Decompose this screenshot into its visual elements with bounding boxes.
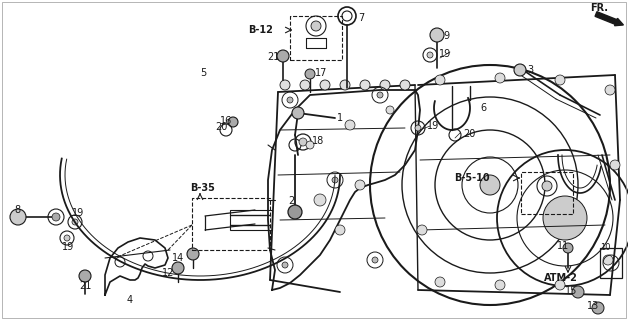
Text: 19: 19 [62, 242, 74, 252]
Text: 5: 5 [200, 68, 206, 78]
Circle shape [603, 255, 613, 265]
Circle shape [377, 92, 383, 98]
Circle shape [514, 64, 526, 76]
Circle shape [417, 225, 427, 235]
Text: 1: 1 [337, 113, 343, 123]
Circle shape [480, 175, 500, 195]
Text: 8: 8 [14, 205, 20, 215]
Circle shape [543, 196, 587, 240]
Text: 4: 4 [127, 295, 133, 305]
Circle shape [287, 97, 293, 103]
Circle shape [332, 177, 338, 183]
Text: 2: 2 [288, 196, 295, 206]
Circle shape [495, 280, 505, 290]
Circle shape [435, 277, 445, 287]
Circle shape [430, 28, 444, 42]
Circle shape [288, 205, 302, 219]
Text: 19: 19 [427, 121, 439, 131]
Circle shape [282, 262, 288, 268]
Circle shape [605, 85, 615, 95]
Text: 20: 20 [215, 122, 227, 132]
Circle shape [380, 80, 390, 90]
Text: 3: 3 [527, 65, 533, 75]
Circle shape [64, 235, 70, 241]
Circle shape [340, 80, 350, 90]
Circle shape [435, 75, 445, 85]
Text: 7: 7 [358, 13, 364, 23]
Text: FR.: FR. [590, 3, 608, 13]
Text: B-5-10: B-5-10 [454, 173, 490, 183]
Bar [600, 248, 622, 278]
Circle shape [345, 120, 355, 130]
Circle shape [305, 69, 315, 79]
Circle shape [592, 302, 604, 314]
Text: 12: 12 [162, 268, 175, 278]
Circle shape [72, 219, 78, 225]
Circle shape [299, 138, 307, 146]
Circle shape [415, 125, 421, 131]
Circle shape [572, 286, 584, 298]
Circle shape [280, 80, 290, 90]
Text: B-35: B-35 [190, 183, 215, 193]
Circle shape [52, 213, 60, 221]
Text: 16: 16 [220, 116, 232, 126]
Text: 13: 13 [587, 301, 599, 311]
Text: 19: 19 [439, 49, 452, 59]
Circle shape [292, 107, 304, 119]
Circle shape [335, 225, 345, 235]
Text: 18: 18 [312, 136, 324, 146]
Circle shape [372, 257, 378, 263]
Circle shape [400, 80, 410, 90]
Circle shape [563, 243, 573, 253]
Text: 20: 20 [463, 129, 475, 139]
Circle shape [355, 180, 365, 190]
Bar [230, 210, 272, 230]
Circle shape [187, 248, 199, 260]
Circle shape [277, 50, 289, 62]
Circle shape [314, 194, 326, 206]
Text: 19: 19 [72, 208, 84, 218]
Circle shape [79, 270, 91, 282]
Text: ATM-2: ATM-2 [544, 273, 578, 283]
Circle shape [360, 80, 370, 90]
Text: 21: 21 [267, 52, 279, 62]
Bar [521, 172, 573, 214]
Text: 11: 11 [557, 241, 569, 251]
Text: 9: 9 [443, 31, 449, 41]
Text: 17: 17 [315, 68, 327, 78]
Circle shape [386, 106, 394, 114]
Circle shape [320, 80, 330, 90]
Circle shape [306, 141, 314, 149]
Circle shape [555, 75, 565, 85]
Circle shape [228, 117, 238, 127]
Circle shape [610, 160, 620, 170]
Circle shape [427, 52, 433, 58]
Text: 15: 15 [565, 286, 577, 296]
Circle shape [172, 262, 184, 274]
Text: 10: 10 [600, 244, 610, 252]
FancyArrow shape [595, 12, 624, 26]
Bar [192, 198, 270, 250]
Circle shape [10, 209, 26, 225]
Circle shape [542, 181, 552, 191]
Circle shape [555, 280, 565, 290]
Circle shape [300, 80, 310, 90]
Circle shape [495, 73, 505, 83]
Circle shape [311, 21, 321, 31]
Bar [290, 16, 342, 60]
Text: B-12: B-12 [248, 25, 273, 35]
Text: 14: 14 [172, 253, 184, 263]
Text: 21: 21 [79, 281, 92, 291]
Text: 6: 6 [480, 103, 486, 113]
